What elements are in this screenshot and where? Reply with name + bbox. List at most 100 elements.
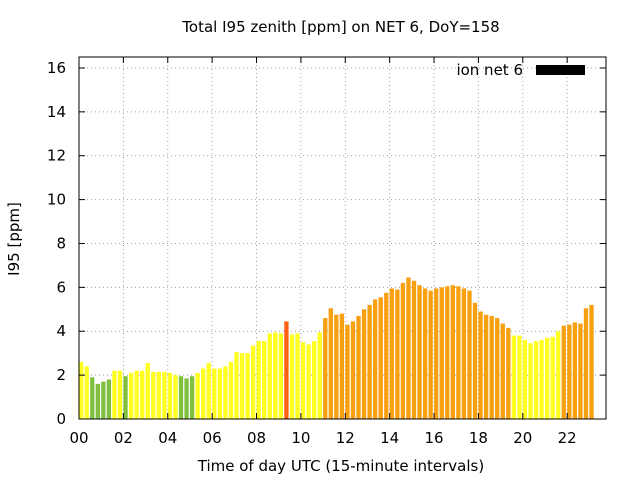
x-tick-label: 12 (336, 429, 355, 447)
bar (156, 371, 161, 419)
bar (289, 334, 295, 419)
bar (273, 332, 278, 419)
y-tick-label: 2 (56, 366, 66, 384)
bar (189, 376, 195, 419)
bar (245, 353, 250, 419)
bar (467, 290, 472, 419)
bar (151, 371, 156, 419)
bar (162, 371, 167, 419)
x-tick-label: 10 (291, 429, 310, 447)
bar (544, 337, 550, 419)
bar (173, 375, 178, 419)
bar (117, 370, 123, 419)
bar (528, 343, 533, 419)
bar (311, 341, 317, 419)
bar (278, 333, 284, 419)
bar (95, 383, 100, 419)
bar (328, 308, 333, 419)
bar (556, 331, 561, 419)
y-tick-label: 16 (47, 59, 66, 77)
bar (478, 311, 483, 419)
bar (206, 363, 211, 419)
x-tick-label: 02 (114, 429, 133, 447)
y-tick-label: 6 (56, 278, 66, 296)
bar (334, 314, 339, 419)
bar (134, 370, 139, 419)
bar (506, 327, 511, 419)
y-axis-label: I95 [ppm] (5, 202, 23, 276)
y-tick-label: 4 (56, 322, 66, 340)
bar (572, 322, 578, 419)
bar (295, 333, 300, 419)
y-tick-label: 14 (47, 103, 66, 121)
x-tick-labels: 00 02 04 06 08 10 12 14 16 18 20 22 (69, 429, 576, 447)
x-axis-label: Time of day UTC (15-minute intervals) (197, 457, 484, 475)
bar (223, 366, 228, 419)
bar (217, 368, 223, 419)
bar (495, 318, 500, 419)
bar (583, 308, 589, 419)
bar (483, 314, 489, 419)
legend-label: ion net 6 (456, 61, 523, 79)
x-tick-label: 20 (513, 429, 532, 447)
bar (389, 288, 394, 419)
bar (123, 376, 128, 419)
axis-ticks (78, 57, 606, 420)
bar (323, 318, 328, 419)
bar (128, 372, 134, 419)
bar (79, 361, 84, 419)
grid (79, 57, 606, 419)
bar (417, 285, 422, 419)
bar (239, 353, 245, 419)
bar (140, 370, 145, 419)
bar (400, 282, 406, 419)
x-tick-label: 14 (380, 429, 399, 447)
bar (439, 287, 444, 419)
bar (550, 336, 555, 419)
x-tick-label: 22 (558, 429, 577, 447)
bar (517, 335, 522, 419)
bar (456, 286, 461, 419)
bar (184, 378, 189, 419)
bar (445, 286, 450, 419)
bar (339, 313, 345, 419)
y-tick-label: 12 (47, 147, 66, 165)
bar (533, 341, 539, 419)
bar (212, 368, 217, 419)
bar (472, 302, 478, 419)
bar (201, 368, 206, 419)
bar (378, 297, 383, 419)
y-tick-label: 0 (56, 410, 66, 428)
bar (522, 340, 528, 419)
plot-frame (78, 56, 607, 420)
bar (267, 333, 272, 419)
legend: ion net 6 (456, 61, 585, 79)
bar (461, 288, 467, 419)
bar (356, 315, 361, 419)
bar (306, 344, 311, 419)
bar (395, 289, 400, 419)
bar (256, 341, 261, 419)
bar (262, 341, 267, 419)
bar (489, 315, 494, 419)
x-tick-label: 18 (469, 429, 488, 447)
bar (428, 290, 433, 419)
bar (367, 304, 372, 419)
bar (90, 377, 95, 419)
bar (112, 370, 117, 419)
bar (145, 363, 150, 419)
bar (350, 321, 356, 419)
chart-title: Total I95 zenith [ppm] on NET 6, DoY=158 (181, 18, 499, 36)
x-tick-label: 04 (158, 429, 177, 447)
bar (234, 352, 239, 419)
bar (361, 309, 367, 419)
bar (384, 292, 389, 419)
bar (106, 379, 112, 419)
bar (84, 366, 89, 419)
bar (195, 372, 200, 419)
bar (411, 280, 417, 419)
bar (500, 323, 505, 419)
bar (250, 345, 256, 419)
y-tick-label: 8 (56, 234, 66, 252)
